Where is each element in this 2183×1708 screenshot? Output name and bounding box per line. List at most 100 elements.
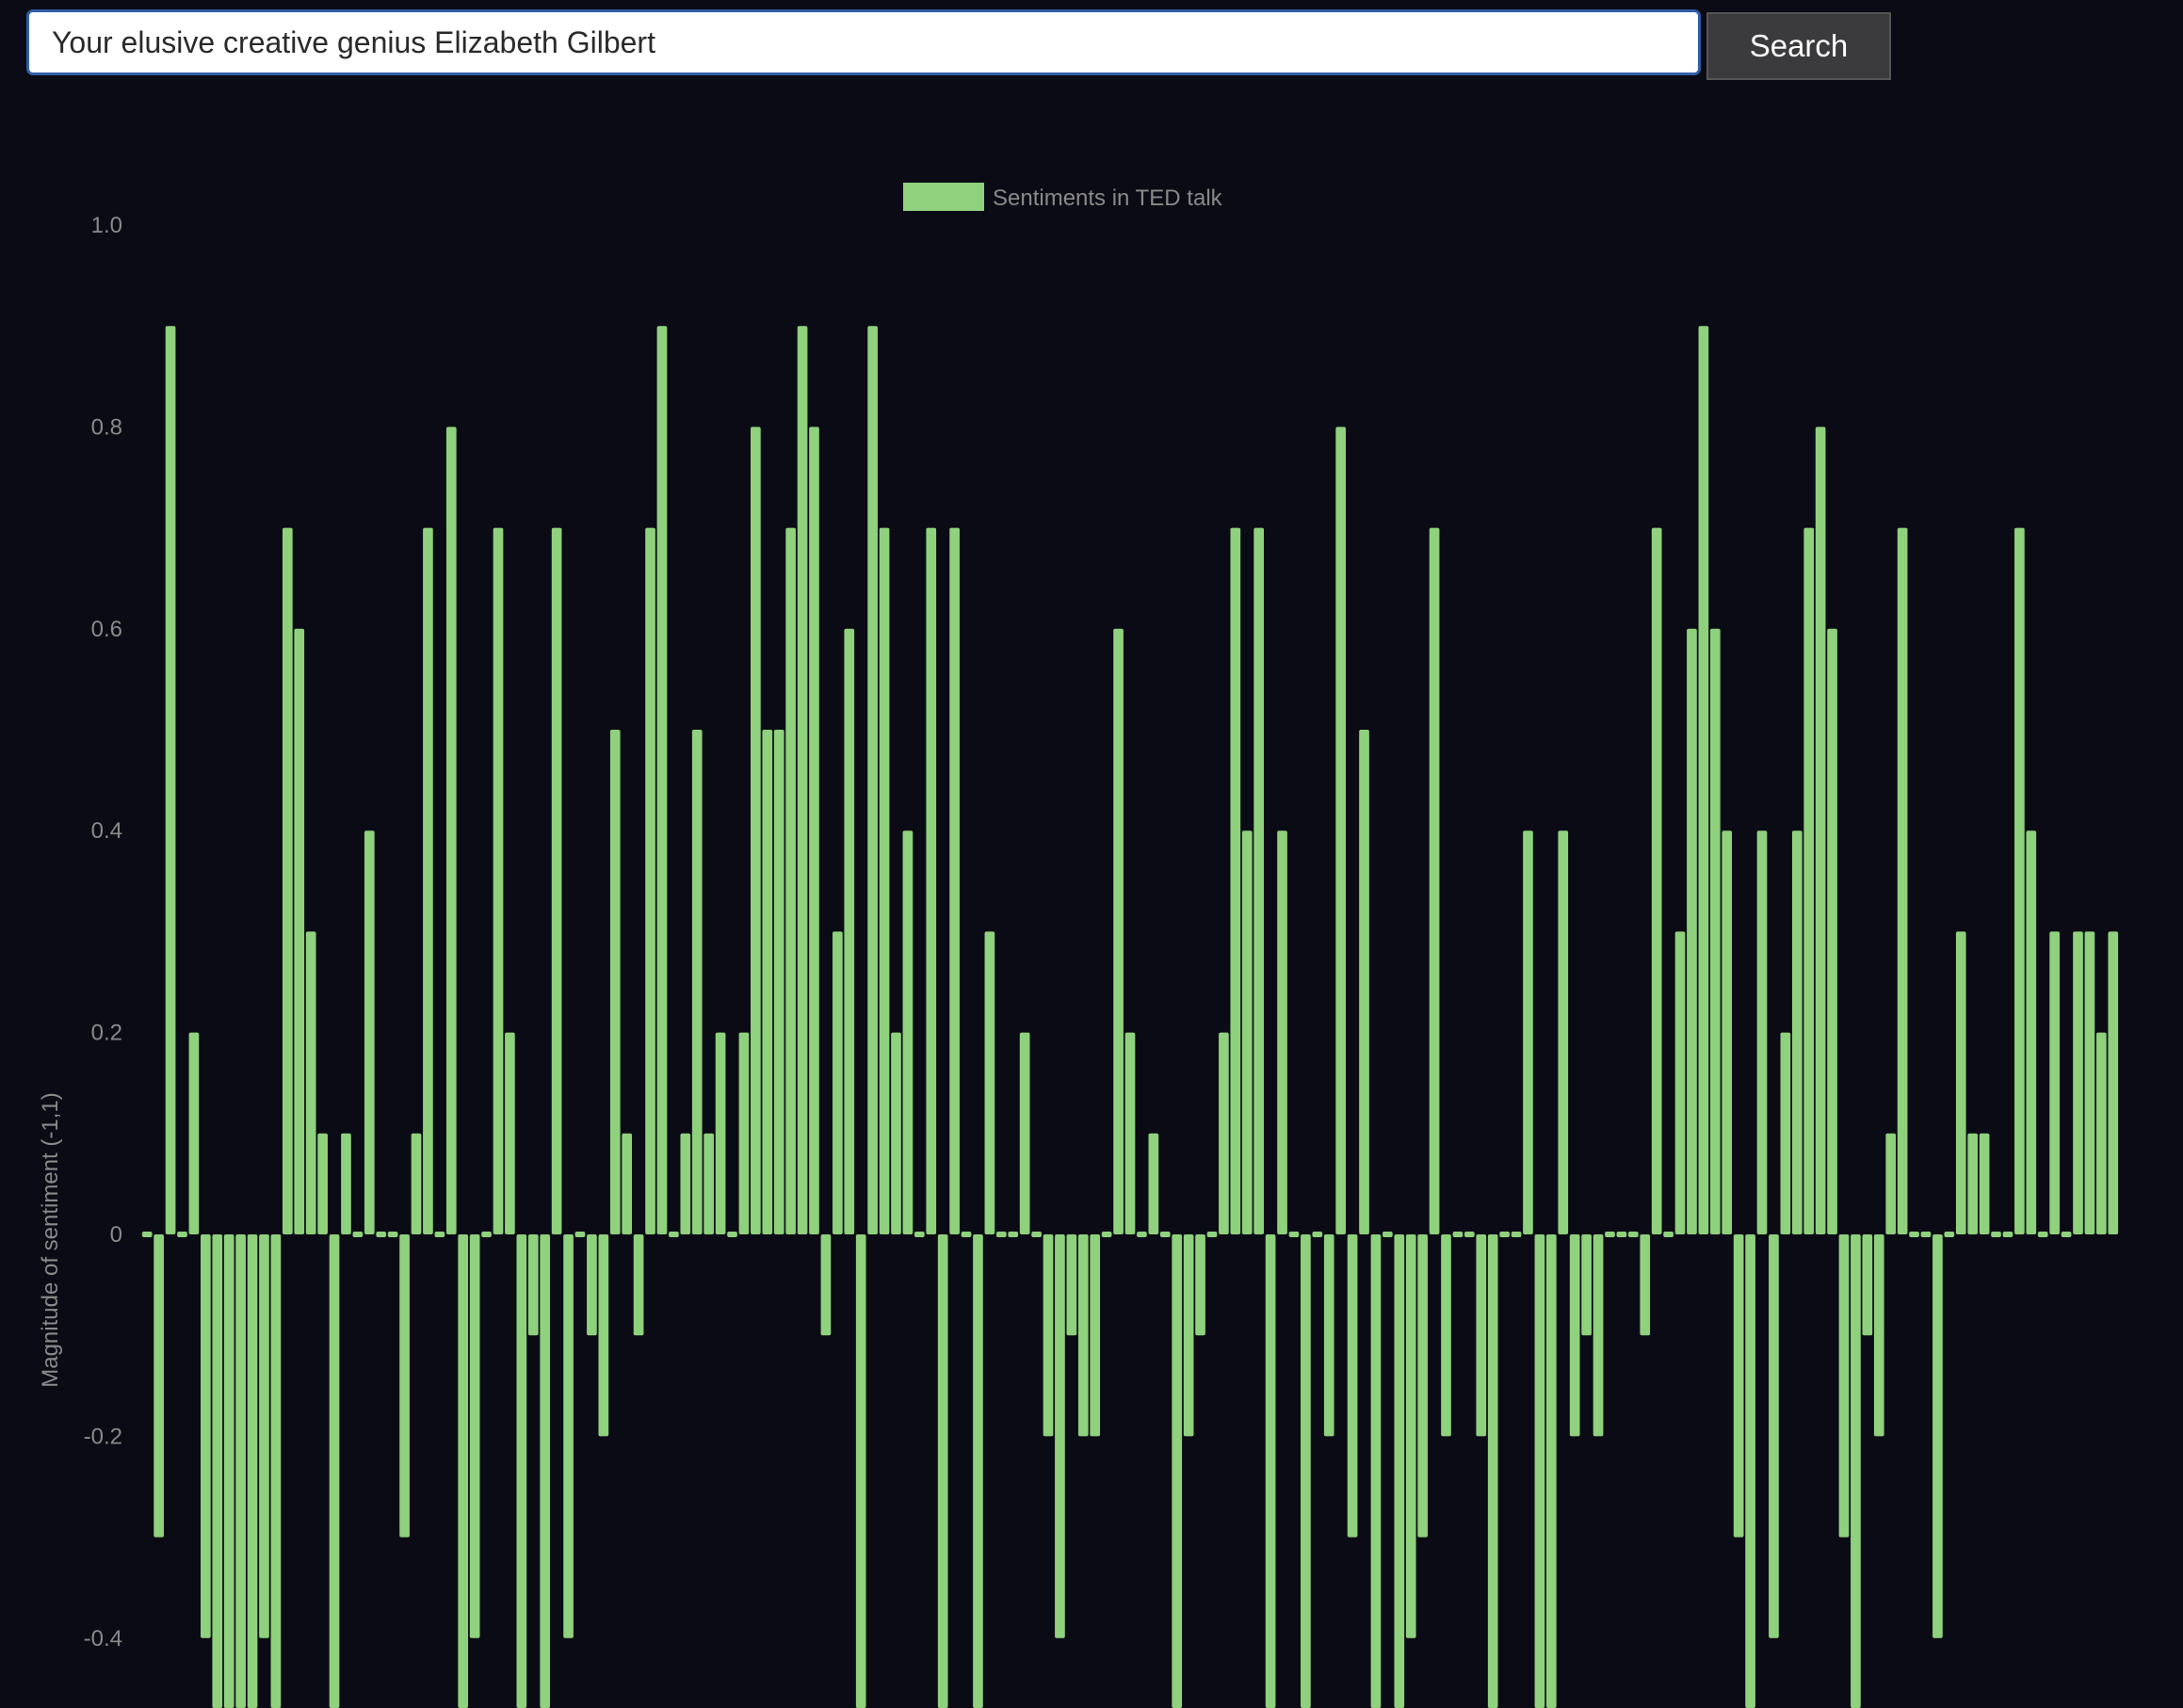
sentiment-bar[interactable]	[1627, 1232, 1639, 1237]
sentiment-bar[interactable]	[1674, 931, 1686, 1234]
sentiment-bar[interactable]	[1733, 1234, 1744, 1538]
sentiment-bar[interactable]	[833, 931, 843, 1234]
sentiment-bar[interactable]	[973, 1234, 983, 1708]
sentiment-bar[interactable]	[727, 1232, 737, 1237]
sentiment-bar[interactable]	[645, 527, 655, 1234]
sentiment-bar[interactable]	[1323, 1234, 1334, 1437]
sentiment-bar[interactable]	[1219, 1032, 1229, 1234]
sentiment-bar[interactable]	[445, 427, 457, 1234]
sentiment-bar[interactable]	[1780, 1032, 1791, 1234]
sentiment-bar[interactable]	[1709, 628, 1721, 1234]
sentiment-bar[interactable]	[961, 1232, 972, 1237]
sentiment-bar[interactable]	[1487, 1234, 1498, 1708]
sentiment-bar[interactable]	[235, 1234, 246, 1708]
sentiment-bar[interactable]	[1183, 1234, 1194, 1437]
sentiment-bar[interactable]	[1698, 326, 1709, 1234]
sentiment-bar[interactable]	[1687, 628, 1697, 1234]
sentiment-bar[interactable]	[1055, 1234, 1065, 1638]
sentiment-bar[interactable]	[1897, 527, 1908, 1234]
sentiment-bar[interactable]	[1206, 1232, 1218, 1237]
search-button[interactable]: Search	[1706, 12, 1891, 80]
sentiment-bar[interactable]	[809, 427, 819, 1234]
sentiment-bar[interactable]	[1991, 1232, 2001, 1237]
sentiment-bar[interactable]	[879, 527, 890, 1234]
sentiment-bar[interactable]	[820, 1234, 832, 1336]
sentiment-bar[interactable]	[1851, 1234, 1861, 1708]
sentiment-bar[interactable]	[1722, 830, 1733, 1234]
sentiment-bar[interactable]	[1172, 1234, 1183, 1708]
chart-legend[interactable]: Sentiments in TED talk	[903, 183, 1223, 211]
sentiment-bar[interactable]	[1979, 1133, 1990, 1234]
sentiment-bar[interactable]	[1616, 1232, 1627, 1237]
sentiment-bar[interactable]	[1745, 1234, 1755, 1708]
sentiment-bar[interactable]	[1090, 1234, 1101, 1437]
sentiment-bar[interactable]	[1253, 527, 1265, 1234]
sentiment-bar[interactable]	[1593, 1234, 1604, 1437]
sentiment-bar[interactable]	[1545, 1234, 1557, 1708]
sentiment-bar[interactable]	[1124, 1032, 1136, 1234]
sentiment-bar[interactable]	[703, 1133, 715, 1234]
sentiment-bar[interactable]	[1769, 1234, 1779, 1638]
sentiment-bar[interactable]	[914, 1232, 925, 1237]
sentiment-bar[interactable]	[1312, 1232, 1323, 1237]
sentiment-bar[interactable]	[1394, 1234, 1405, 1708]
sentiment-bar[interactable]	[177, 1232, 187, 1237]
sentiment-bar[interactable]	[751, 427, 761, 1234]
sentiment-bar[interactable]	[341, 1133, 351, 1234]
sentiment-bar[interactable]	[937, 1234, 948, 1708]
sentiment-bar[interactable]	[891, 1032, 901, 1234]
sentiment-bar[interactable]	[540, 1234, 551, 1708]
sentiment-bar[interactable]	[1265, 1234, 1276, 1708]
sentiment-bar[interactable]	[902, 830, 914, 1234]
sentiment-bar[interactable]	[481, 1232, 492, 1237]
sentiment-bar[interactable]	[762, 730, 773, 1234]
sentiment-bar[interactable]	[587, 1234, 597, 1336]
sentiment-bar[interactable]	[434, 1232, 445, 1237]
sentiment-bar[interactable]	[458, 1234, 469, 1708]
sentiment-bar[interactable]	[294, 628, 305, 1234]
sentiment-bar[interactable]	[1534, 1234, 1545, 1708]
sentiment-bar[interactable]	[411, 1133, 422, 1234]
sentiment-bar[interactable]	[1441, 1234, 1451, 1437]
sentiment-bar[interactable]	[1405, 1234, 1416, 1638]
sentiment-bar[interactable]	[493, 527, 504, 1234]
sentiment-bar[interactable]	[1230, 527, 1241, 1234]
sentiment-bar[interactable]	[1523, 830, 1533, 1234]
sentiment-bar[interactable]	[1476, 1234, 1487, 1437]
sentiment-bar[interactable]	[1511, 1232, 1522, 1237]
sentiment-bar[interactable]	[995, 1232, 1007, 1237]
sentiment-bar[interactable]	[1137, 1232, 1147, 1237]
sentiment-bar[interactable]	[1909, 1232, 1919, 1237]
sentiment-bar[interactable]	[1383, 1232, 1393, 1237]
sentiment-bar[interactable]	[1148, 1133, 1159, 1234]
sentiment-bar[interactable]	[1955, 931, 1966, 1234]
sentiment-bar[interactable]	[1195, 1234, 1205, 1336]
sentiment-bar[interactable]	[1241, 830, 1253, 1234]
sentiment-bar[interactable]	[1838, 1234, 1850, 1538]
sentiment-bar[interactable]	[423, 527, 433, 1234]
sentiment-bar[interactable]	[1043, 1234, 1054, 1437]
sentiment-bar[interactable]	[1803, 527, 1815, 1234]
sentiment-bar[interactable]	[141, 1232, 153, 1237]
search-input[interactable]	[26, 9, 1701, 75]
sentiment-bar[interactable]	[505, 1032, 515, 1234]
sentiment-bar[interactable]	[738, 1032, 750, 1234]
sentiment-bar[interactable]	[165, 326, 176, 1234]
sentiment-bar[interactable]	[1827, 628, 1837, 1234]
sentiment-bar[interactable]	[212, 1234, 223, 1708]
sentiment-bar[interactable]	[154, 1234, 164, 1538]
sentiment-bar[interactable]	[669, 1232, 679, 1237]
sentiment-bar[interactable]	[1932, 1234, 1943, 1638]
sentiment-bar[interactable]	[2061, 1232, 2072, 1237]
sentiment-bar[interactable]	[633, 1234, 644, 1336]
sentiment-bar[interactable]	[364, 830, 375, 1234]
sentiment-bar[interactable]	[715, 1032, 726, 1234]
sentiment-bar[interactable]	[1288, 1232, 1300, 1237]
sentiment-bar[interactable]	[949, 527, 960, 1234]
sentiment-bar[interactable]	[2002, 1232, 2013, 1237]
sentiment-bar[interactable]	[1077, 1234, 1089, 1437]
sentiment-bar[interactable]	[247, 1234, 258, 1708]
sentiment-bar[interactable]	[1967, 1133, 1979, 1234]
sentiment-bar[interactable]	[2096, 1032, 2107, 1234]
sentiment-bar[interactable]	[1277, 830, 1287, 1234]
